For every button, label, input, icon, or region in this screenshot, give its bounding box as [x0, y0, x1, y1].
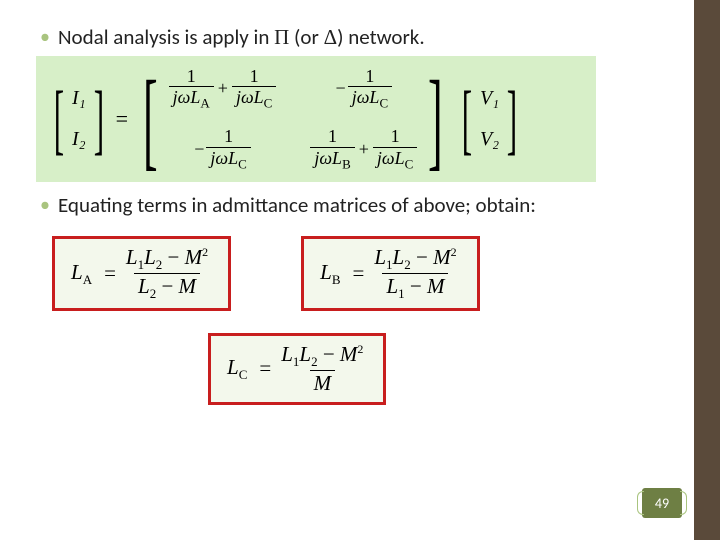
text: Nodal analysis is apply in: [58, 24, 274, 50]
V2: V₂: [480, 128, 499, 150]
m21: − 1jωLC: [169, 126, 277, 172]
text: ) network.: [337, 24, 425, 50]
bullet-marker: •: [40, 192, 50, 218]
matrix-equation: [ I₁ I₂ ] = [ 1jωLA + 1jωLC − 1jωLC: [36, 56, 596, 182]
admittance-matrix: [ 1jωLA + 1jωLC − 1jωLC − 1jωLC 1jωLB +: [132, 64, 454, 174]
bullet-1-text: Nodal analysis is apply in Π (or Δ) netw…: [58, 24, 425, 50]
LC-box: LC = L1L2 − M2 M: [208, 333, 386, 404]
right-sidebar: [694, 0, 720, 540]
I1: I₁: [72, 87, 86, 109]
m11: 1jωLA + 1jωLC: [169, 66, 277, 112]
bullet-2: • Equating terms in admittance matrices …: [58, 192, 664, 218]
page-number: 49: [642, 488, 682, 518]
left-vector: [ I₁ I₂ ]: [46, 80, 112, 158]
bullet-marker: •: [40, 24, 50, 50]
page-number-value: 49: [655, 495, 669, 512]
equals: =: [116, 106, 128, 132]
result-row-top: LA = L1L2 − M2 L2 − M LB = L1L2 − M2 L1 …: [52, 236, 664, 311]
slide-body: • Nodal analysis is apply in Π (or Δ) ne…: [0, 0, 694, 540]
bullet-2-text: Equating terms in admittance matrices of…: [58, 192, 536, 218]
pi-symbol: Π: [274, 25, 289, 49]
m12: − 1jωLC: [310, 66, 417, 112]
LB-box: LB = L1L2 − M2 L1 − M: [301, 236, 479, 311]
right-vector: [ V₁ V₂ ]: [454, 80, 525, 158]
text: (or: [289, 24, 323, 50]
delta-symbol: Δ: [324, 25, 338, 49]
LA-box: LA = L1L2 − M2 L2 − M: [52, 236, 231, 311]
V1: V₁: [480, 87, 499, 109]
I2: I₂: [72, 128, 86, 150]
m22: 1jωLB + 1jωLC: [310, 126, 417, 172]
bullet-1: • Nodal analysis is apply in Π (or Δ) ne…: [58, 24, 664, 50]
